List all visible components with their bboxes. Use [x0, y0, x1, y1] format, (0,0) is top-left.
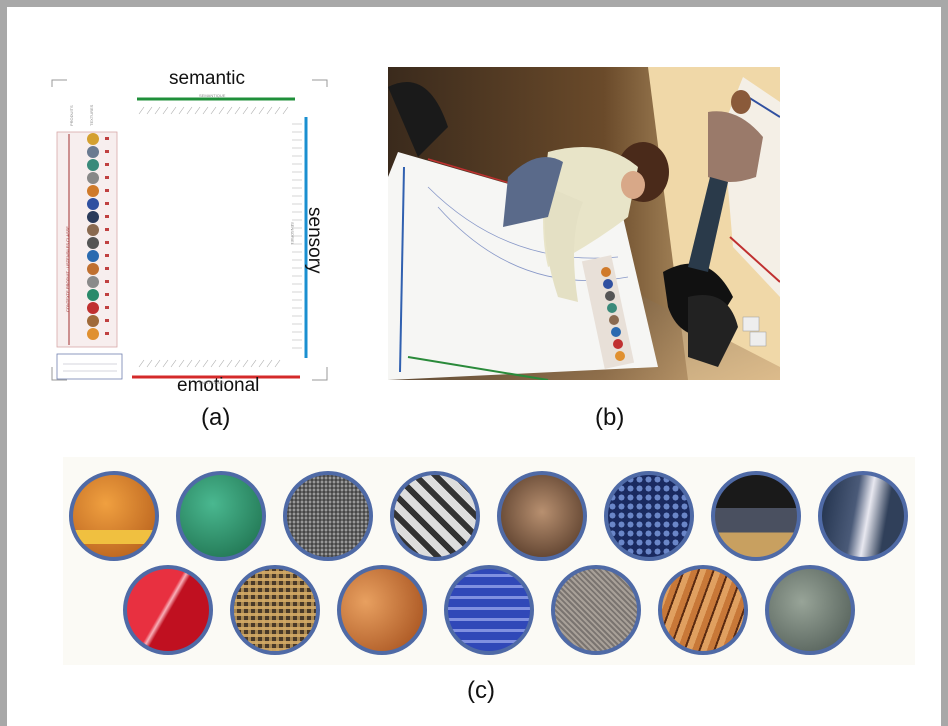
texture-circle-black-roll	[711, 471, 801, 561]
texture-circle-cork	[337, 565, 427, 655]
texture-circle-blue-dimpled	[604, 471, 694, 561]
panel-c-textures	[63, 457, 915, 665]
texture-circle-wood-grain	[658, 565, 748, 655]
col-header-textures: TEXTURES	[89, 104, 94, 126]
caption-a: (a)	[201, 404, 231, 431]
emotional-label: emotional	[177, 375, 260, 396]
texture-circle-woven-metal	[390, 471, 480, 561]
caption-c: (c)	[467, 677, 495, 704]
panel-a-diagram: semantic sensory emotional SEMANTIQUE SE…	[47, 62, 332, 396]
sensory-label: sensory	[304, 207, 325, 274]
panel-b-photo	[388, 67, 780, 380]
texture-circle-orange-sponge	[69, 471, 159, 561]
texture-circle-brown-leather	[497, 471, 587, 561]
texture-circle-metal-mesh	[283, 471, 373, 561]
texture-circle-woven-straw	[230, 565, 320, 655]
texture-circle-green-fibers	[176, 471, 266, 561]
semantic-label: semantic	[169, 68, 246, 89]
texture-circle-grey-canvas	[551, 565, 641, 655]
panel-a-board	[51, 79, 328, 381]
texture-circle-red-glossy	[123, 565, 213, 655]
side-context-label: CONTEXTE PRODUIT : USTENSILES CLASSE	[65, 226, 70, 312]
semantic-small-header: SEMANTIQUE	[199, 93, 226, 98]
col-header-products: PRODUITS	[69, 105, 74, 126]
texture-circle-brushed-metal	[818, 471, 908, 561]
workshop-photo	[388, 67, 780, 380]
figure-page: semantic sensory emotional SEMANTIQUE SE…	[7, 7, 941, 726]
texture-circle-slate	[765, 565, 855, 655]
sensory-small-header: SENSORIEL	[290, 222, 295, 245]
caption-b: (b)	[595, 404, 625, 431]
texture-circle-blue-knit	[444, 565, 534, 655]
emotional-small-header: EMOTIONNEL	[199, 380, 226, 385]
